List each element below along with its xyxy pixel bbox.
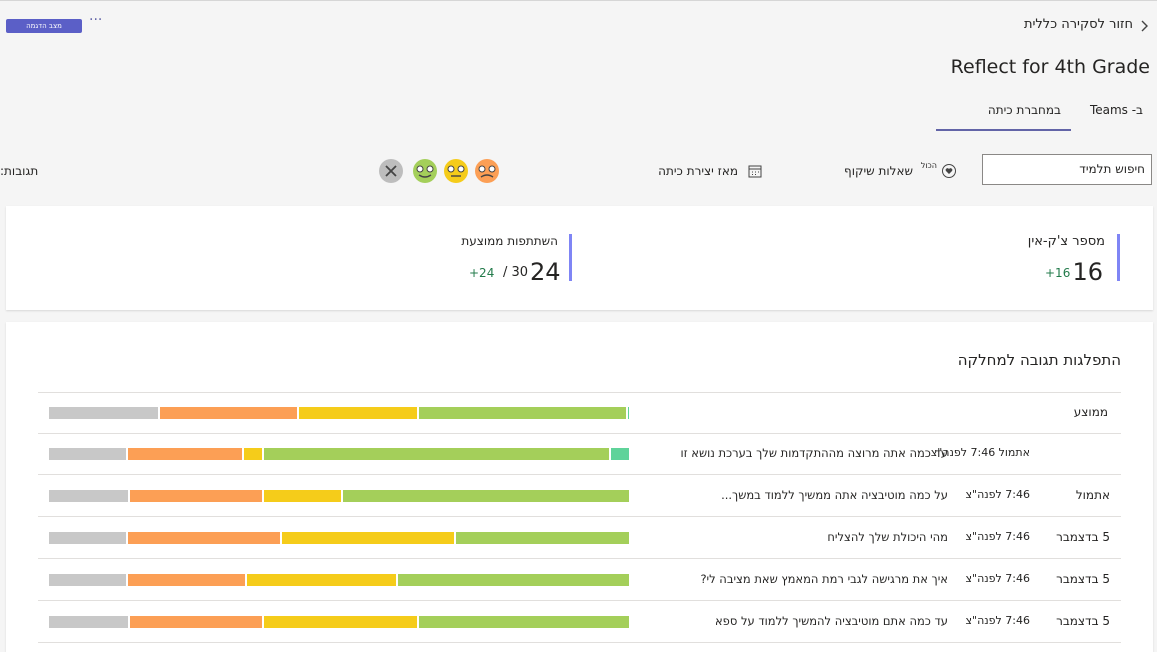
bar-segment xyxy=(49,616,129,628)
bar-segment xyxy=(610,448,629,460)
bar-segment xyxy=(49,490,129,502)
more-button[interactable]: ··· xyxy=(89,12,103,28)
separator xyxy=(38,558,1121,559)
checkins-change: +16 xyxy=(1045,266,1071,280)
checkins-value: 16 xyxy=(1072,258,1103,286)
separator xyxy=(38,474,1121,475)
bar-segment xyxy=(264,448,609,460)
tab-underline xyxy=(936,129,1071,131)
distribution-card xyxy=(6,322,1153,652)
questions-badge: הכול xyxy=(920,161,937,170)
bar-segment xyxy=(130,616,263,628)
bar-segment xyxy=(299,407,417,419)
row-question: איך את מרגישה לגבי רמת המאמץ שאת מציבה ל… xyxy=(700,572,948,586)
bar-segment xyxy=(628,407,630,419)
summary-card xyxy=(6,206,1153,310)
separator xyxy=(38,392,1121,393)
row-time: 7:46 לפנה"צ xyxy=(965,572,1031,585)
bar-segment xyxy=(264,616,417,628)
participation-label: השתתפות ממוצעת xyxy=(461,234,558,248)
bar-segment xyxy=(127,574,245,586)
bar-segment xyxy=(49,574,126,586)
participation-total: / 30 xyxy=(503,265,529,280)
bar-segment xyxy=(130,490,263,502)
row-time: 7:46 לפנה"צ xyxy=(965,530,1031,543)
distribution-title: התפלגות תגובה למחלקה xyxy=(957,351,1121,369)
back-link[interactable]: חזור לסקירה כללית xyxy=(1023,17,1133,32)
participation-change: +24 xyxy=(469,266,495,280)
separator xyxy=(38,600,1121,601)
row-date: 5 בדצמבר xyxy=(1056,572,1110,586)
search-box[interactable]: חיפוש תלמיד xyxy=(982,154,1152,185)
emoji-filters xyxy=(379,159,499,183)
accent-bar xyxy=(1117,234,1120,281)
separator xyxy=(38,642,1121,643)
average-label: ממוצע xyxy=(1073,405,1108,419)
bar-segment xyxy=(246,574,397,586)
bar-segment xyxy=(281,532,455,544)
demo-button[interactable]: מצב הדגמה xyxy=(6,19,82,33)
bar-segment xyxy=(243,448,263,460)
accent-bar xyxy=(569,234,572,281)
bar-segment xyxy=(49,407,158,419)
top-border xyxy=(0,0,1157,1)
bar-segment xyxy=(418,616,629,628)
row-date: 5 בדצמבר xyxy=(1056,614,1110,628)
responses-label: תגובות: xyxy=(0,164,39,178)
row-question: עד כמה אתם מוטיבציה להמשיך ללמוד על ספא xyxy=(715,614,948,628)
row-time: 7:46 לפנה"צ xyxy=(965,488,1031,501)
row-question: על כמה מוטיבציה אתה ממשיך ללמוד במשך... xyxy=(721,488,948,502)
bar-segment xyxy=(49,532,126,544)
bar-segment xyxy=(418,407,627,419)
row-date: אתמול xyxy=(1075,488,1110,502)
separator xyxy=(38,433,1121,434)
page-title: Reflect for 4th Grade xyxy=(950,56,1150,78)
bar-segment xyxy=(49,448,126,460)
row-date: 5 בדצמבר xyxy=(1056,530,1110,544)
bar-segment xyxy=(264,490,341,502)
bar-segment xyxy=(398,574,629,586)
row-time: אתמול 7:46 לפנה"צ xyxy=(930,446,1030,459)
separator xyxy=(38,516,1121,517)
bar-segment xyxy=(127,448,242,460)
bar-segment xyxy=(127,532,280,544)
row-question: מהי היכולת שלך להצליח xyxy=(827,530,948,544)
chevron-icon xyxy=(1141,20,1148,32)
calendar-icon xyxy=(748,165,762,178)
row-question: עד כמה אתה מרוצה מההתקדמות שלך בערכת נוש… xyxy=(680,446,948,460)
date-filter[interactable]: מאז יצירת כיתה xyxy=(658,164,738,178)
heart-icon xyxy=(942,164,956,178)
tab-selected[interactable]: במחברת כיתה xyxy=(987,103,1061,117)
bar-segment xyxy=(456,532,629,544)
bar-segment xyxy=(342,490,629,502)
questions-filter[interactable]: שאלות שיקוף xyxy=(844,164,913,178)
row-time: 7:46 לפנה"צ xyxy=(965,614,1031,627)
checkins-label: מספר צ'ק-אין xyxy=(1027,234,1105,249)
tab[interactable]: ב- Teams xyxy=(1089,103,1143,117)
participation-value: 24 xyxy=(530,258,561,286)
bar-segment xyxy=(159,407,298,419)
